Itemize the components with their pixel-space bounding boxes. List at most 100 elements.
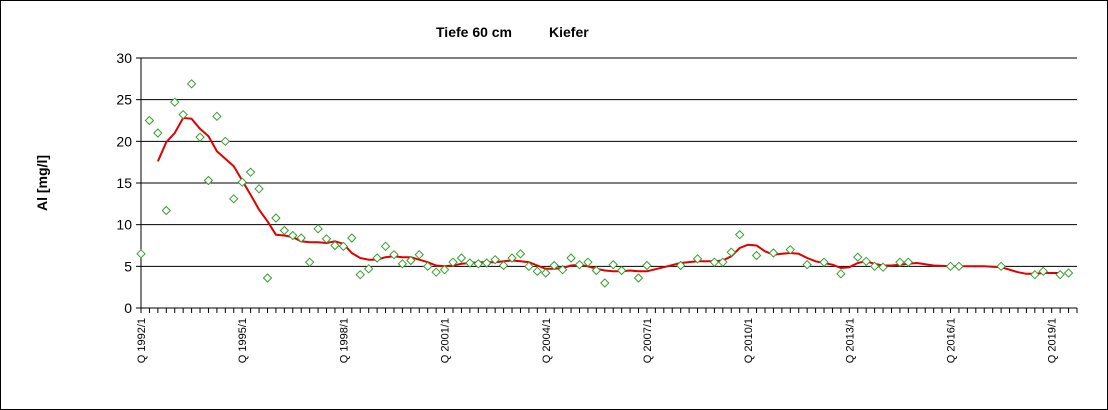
data-point — [515, 249, 526, 259]
data-point — [456, 253, 467, 263]
data-point — [600, 278, 610, 288]
y-tick-label: 20 — [116, 133, 132, 149]
data-point — [363, 264, 374, 274]
data-point — [144, 115, 155, 126]
data-point — [321, 234, 332, 244]
data-point — [473, 259, 484, 269]
data-point — [288, 230, 298, 241]
data-point — [566, 253, 576, 263]
data-point — [490, 254, 500, 265]
data-point — [853, 252, 863, 262]
data-point — [439, 264, 450, 275]
data-point — [524, 261, 534, 272]
data-point — [751, 250, 762, 261]
data-point — [422, 261, 433, 272]
data-point — [330, 240, 340, 251]
data-point — [633, 273, 644, 283]
y-tick-label: 5 — [124, 258, 132, 274]
data-point — [355, 269, 365, 280]
data-point — [692, 254, 703, 264]
y-tick-label: 15 — [116, 175, 132, 191]
data-point — [903, 257, 914, 267]
data-point — [170, 97, 180, 107]
data-point — [414, 249, 424, 260]
data-point — [347, 233, 357, 243]
data-point — [583, 257, 593, 267]
data-point — [1030, 269, 1040, 280]
data-point — [945, 261, 956, 272]
x-tick-label: Q 2019/1 — [1047, 318, 1059, 363]
x-tick-label: Q 1992/1 — [136, 318, 148, 363]
y-tick-label: 25 — [116, 92, 132, 108]
measurement-series — [136, 79, 1074, 288]
data-point — [591, 265, 602, 276]
data-point — [372, 253, 382, 263]
data-point — [229, 194, 239, 204]
data-point — [734, 229, 745, 240]
data-point — [389, 249, 399, 260]
data-point — [996, 261, 1006, 272]
data-point — [1038, 266, 1048, 277]
data-point — [507, 253, 517, 263]
data-point — [212, 111, 222, 122]
data-point — [237, 177, 247, 187]
data-point — [954, 261, 964, 272]
data-point — [726, 247, 736, 257]
data-point — [431, 267, 441, 277]
x-tick-label: Q 2013/1 — [844, 318, 856, 363]
data-point — [406, 255, 416, 266]
x-tick-label: Q 2010/1 — [743, 318, 755, 363]
data-point — [313, 224, 323, 234]
data-point — [532, 266, 543, 277]
x-tick-label: Q 1998/1 — [338, 318, 350, 363]
y-tick-label: 30 — [116, 50, 132, 66]
x-tick-labels: Q 1992/1 Q 1995/1 Q 1998/1 Q 2001/1 Q 2004/1… — [136, 318, 1059, 363]
y-tick-label: 0 — [124, 300, 132, 316]
x-tick-label: Q 2016/1 — [946, 318, 958, 363]
data-point — [836, 269, 846, 279]
data-point — [153, 128, 163, 138]
data-point — [802, 259, 812, 270]
data-point — [549, 260, 559, 271]
data-point — [304, 257, 315, 267]
data-point — [220, 136, 231, 147]
data-point — [448, 257, 458, 267]
data-point — [161, 205, 172, 216]
data-point — [245, 167, 256, 177]
data-point — [186, 79, 197, 89]
data-point — [254, 184, 264, 194]
data-point — [178, 109, 188, 120]
y-axis-label: Al [mg/l] — [34, 155, 50, 211]
data-point — [1063, 268, 1074, 278]
data-point — [482, 258, 492, 268]
data-point — [195, 132, 205, 142]
data-point — [380, 241, 391, 252]
data-point — [465, 258, 475, 268]
data-point — [136, 249, 146, 259]
y-tick-labels: 0 5 10 15 20 25 30 — [116, 50, 132, 316]
data-point — [262, 273, 273, 283]
data-point — [397, 259, 408, 269]
data-point — [296, 233, 306, 243]
data-point — [768, 248, 779, 258]
data-point — [574, 259, 585, 270]
data-point — [878, 262, 888, 272]
chart-title-species: Kiefer — [549, 24, 589, 40]
data-point — [785, 244, 796, 255]
chart-title-depth: Tiefe 60 cm — [436, 24, 512, 40]
y-tick-label: 10 — [116, 217, 132, 233]
x-tick-label: Q 2001/1 — [440, 318, 452, 363]
x-tick-label: Q 2007/1 — [642, 318, 654, 363]
x-tick-label: Q 2004/1 — [541, 318, 553, 363]
axes — [136, 57, 1078, 313]
data-point — [642, 260, 652, 271]
data-point — [869, 261, 880, 272]
data-point — [819, 257, 829, 267]
data-point — [338, 241, 349, 252]
data-point — [279, 225, 290, 236]
data-point — [498, 260, 509, 271]
data-point — [271, 213, 281, 223]
data-point — [608, 259, 618, 270]
data-point — [203, 175, 214, 186]
